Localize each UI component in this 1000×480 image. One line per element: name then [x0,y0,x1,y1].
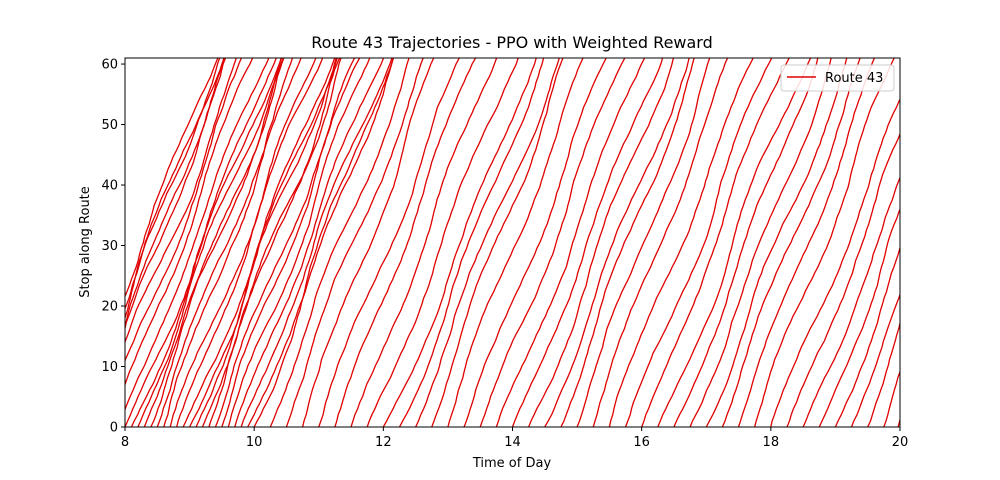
route-43-trajectory-line [125,58,242,364]
x-tick-label: 16 [633,435,650,450]
route-43-trajectory-line [195,58,337,427]
route-43-trajectory-line [208,58,341,427]
route-43-trajectory-line [143,58,285,427]
route-43-trajectory-line [221,58,361,427]
route-43-trajectory-line [176,58,324,427]
route-43-trajectory-line [156,58,294,427]
route-43-trajectory-line [247,58,394,427]
y-tick-label: 30 [101,239,118,254]
route-43-trajectory-line [125,58,270,412]
x-tick-label: 8 [121,435,129,450]
route-43-trajectory-line [447,58,584,427]
route-43-trajectory-line [163,58,302,427]
route-43-trajectory-line [253,58,395,427]
y-tick-label: 40 [101,179,118,194]
route-43-trajectory-line [125,58,254,387]
route-43-trajectory-line [463,58,607,427]
route-43-trajectory-line [169,58,317,427]
route-43-trajectory-line [657,58,812,427]
route-43-trajectory-line [285,58,424,427]
trajectory-lines [125,58,900,427]
route-43-trajectory-line [818,208,900,427]
route-43-trajectory-line [125,58,221,320]
route-43-trajectory-line [240,58,393,427]
y-tick-label: 10 [101,360,118,375]
legend-entry-route-43: Route 43 [825,71,883,86]
route-43-trajectory-line [495,58,646,427]
route-43-trajectory-line [754,58,895,427]
y-tick-label: 60 [101,58,118,73]
route-43-trajectory-line [511,58,664,427]
route-43-trajectory-line [479,58,626,427]
y-axis-label: Stop along Route [78,186,93,298]
route-43-trajectory-line [125,58,219,298]
route-43-trajectory-line [528,58,675,427]
route-43-trajectory-line [125,58,225,331]
route-43-trajectory-line [137,58,283,427]
route-43-trajectory-line [544,58,690,427]
x-tick-label: 10 [246,435,263,450]
route-43-trajectory-line [737,58,875,427]
legend: Route 43 [780,64,895,92]
route-43-trajectory-line [431,58,564,427]
route-43-trajectory-line [318,58,460,427]
x-axis-ticks: 8 10 12 14 16 18 20 [121,427,908,450]
x-tick-label: 18 [763,435,780,450]
route-43-trajectory-line [301,58,435,427]
x-tick-label: 14 [504,435,521,450]
route-43-trajectory-line [689,58,832,427]
route-43-trajectory-line [592,58,729,427]
route-43-trajectory-line [130,58,282,427]
x-axis-label: Time of Day [472,456,552,471]
route-43-trajectory-line [150,58,285,427]
route-43-trajectory-line [560,58,695,427]
route-43-trajectory-line [227,58,371,427]
legend-box [780,64,895,92]
x-tick-label: 20 [892,435,909,450]
route-43-trajectory-line [334,58,477,427]
route-43-trajectory-line [415,58,560,427]
route-43-trajectory-line [125,58,237,344]
route-43-trajectory-line [382,58,537,427]
route-43-trajectory-line [624,58,773,427]
route-43-trajectory-line [576,58,711,427]
route-43-trajectory-line [786,132,900,427]
chart-title: Route 43 Trajectories - PPO with Weighte… [311,33,713,52]
route-43-trajectory-line [802,175,900,427]
route-43-trajectory-line [234,58,385,427]
route-43-trajectory-line [705,58,848,427]
route-43-trajectory-line [350,58,498,427]
route-43-trajectory-line [673,58,819,427]
route-43-trajectory-line [641,58,790,427]
route-43-trajectory-line [214,58,356,427]
y-tick-label: 50 [101,118,118,133]
route-43-trajectory-line [770,98,900,427]
route-43-trajectory-line [608,58,754,427]
y-tick-label: 0 [110,421,118,436]
route-43-trajectory-line [867,320,900,427]
route-43-trajectory-line [269,58,410,427]
route-43-trajectory-line [398,58,545,427]
route-43-trajectory-line [850,292,900,427]
y-axis-ticks: 0 10 20 30 40 50 60 [101,58,125,436]
route-43-trajectory-line [366,58,519,427]
route-43-trajectory-line [834,245,900,427]
route-43-trajectory-line [721,58,861,427]
y-tick-label: 20 [101,300,118,315]
x-tick-label: 12 [375,435,392,450]
